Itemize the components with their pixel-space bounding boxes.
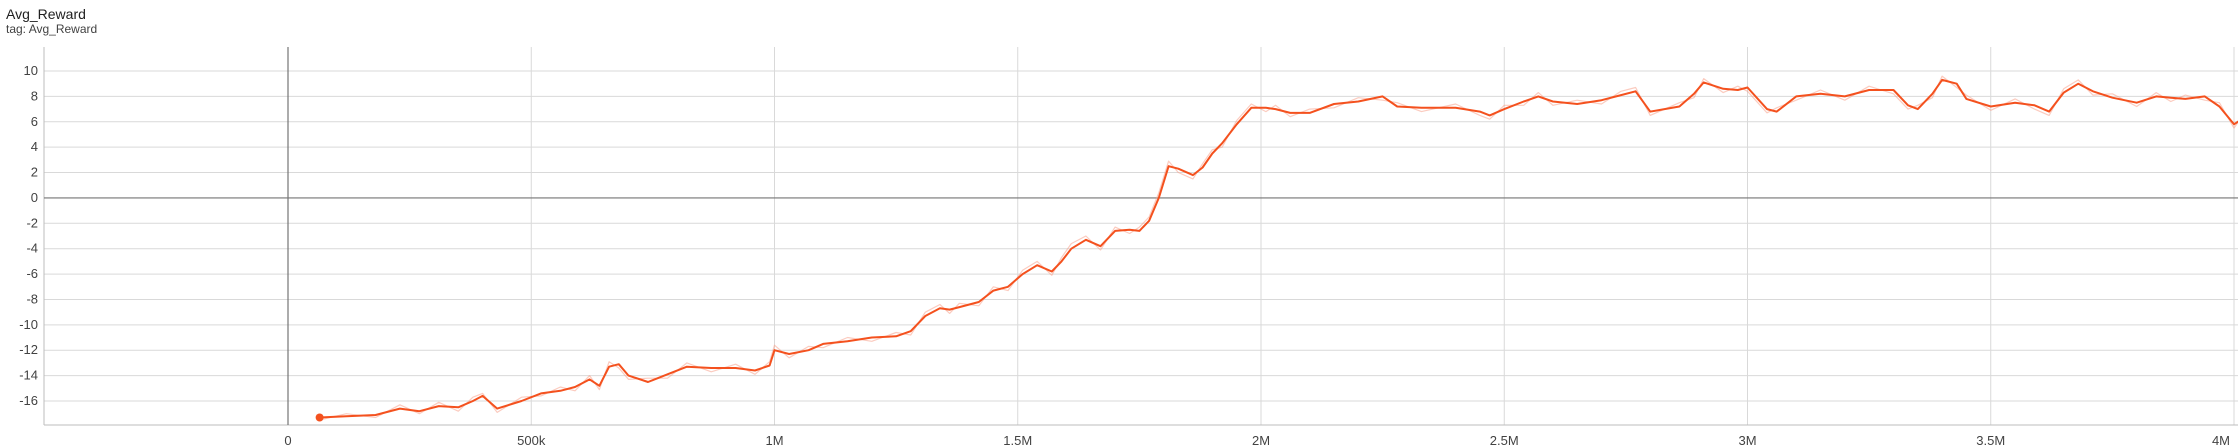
y-tick-label: 6 xyxy=(31,114,38,129)
grid-lines xyxy=(44,47,2238,425)
y-tick-label: -4 xyxy=(26,241,38,256)
y-tick-label: 8 xyxy=(31,88,38,103)
y-tick-label: -10 xyxy=(19,317,38,332)
x-tick-label: 2M xyxy=(1252,433,1270,448)
y-tick-label: -6 xyxy=(26,266,38,281)
tick-labels: 10 8 6 4 2 0 -2 -4 -6 -8 -10 -12 -14 -16 0 500k 1M 1.5M 2M… xyxy=(19,63,2230,448)
x-tick-label: 1M xyxy=(765,433,783,448)
y-tick-label: 10 xyxy=(24,63,38,78)
y-tick-label: -2 xyxy=(26,215,38,230)
x-tick-label: 3.5M xyxy=(1976,433,2005,448)
y-tick-label: 2 xyxy=(31,165,38,180)
series-layer xyxy=(315,75,2238,422)
x-tick-label: 3M xyxy=(1738,433,1756,448)
y-tick-label: 0 xyxy=(31,190,38,205)
x-tick-label: 0 xyxy=(284,433,291,448)
x-tick-label: 1.5M xyxy=(1003,433,1032,448)
chart-subtitle: tag: Avg_Reward xyxy=(6,22,98,36)
y-tick-label: -8 xyxy=(26,291,38,306)
y-tick-label: -16 xyxy=(19,393,38,408)
chart-title: Avg_Reward xyxy=(6,6,86,22)
y-tick-label: -12 xyxy=(19,342,38,357)
series-start-point xyxy=(315,413,324,422)
x-tick-label: 2.5M xyxy=(1490,433,1519,448)
x-tick-label: 4M xyxy=(2212,433,2230,448)
x-tick-label: 500k xyxy=(517,433,546,448)
axes xyxy=(43,47,2238,426)
smoothed-series-line xyxy=(318,78,2238,419)
y-tick-label: 4 xyxy=(31,139,38,154)
y-tick-label: -14 xyxy=(19,368,38,383)
